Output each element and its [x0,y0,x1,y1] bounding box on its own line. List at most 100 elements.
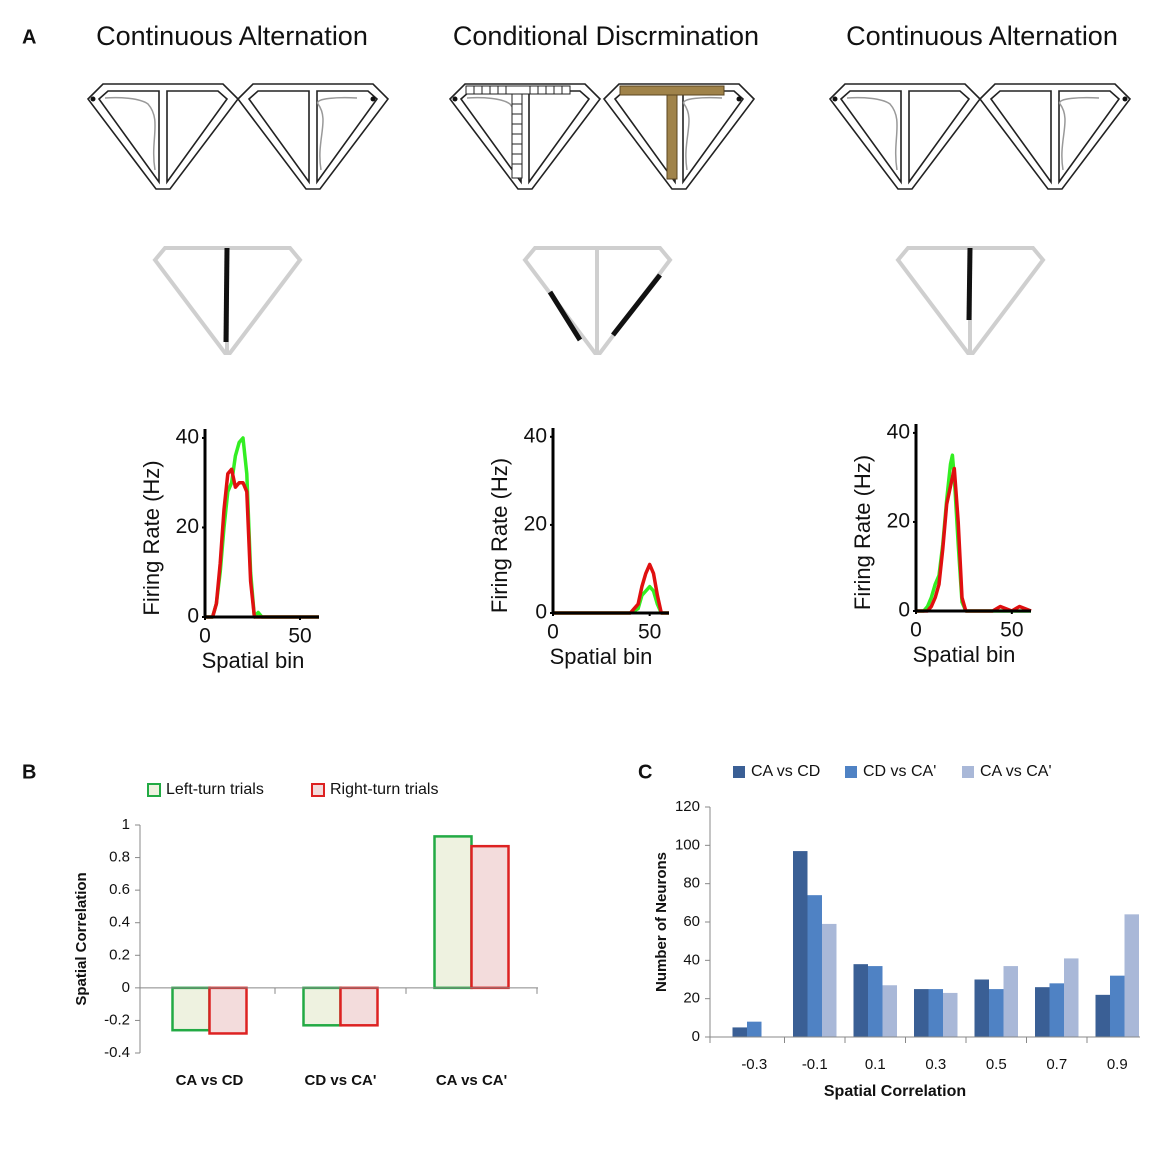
maze [237,83,389,190]
legend-label: Left-turn trials [166,781,264,798]
y-tick-label: 20 [683,990,700,1007]
bar [1124,914,1139,1037]
x-axis-label: Spatial bin [550,644,653,669]
panel-title: Continuous Alternation [846,21,1118,51]
legend-swatch [311,783,325,797]
bar [1095,994,1110,1037]
maze [87,83,239,190]
y-tick-label: 0.2 [109,946,130,963]
bar [747,1021,762,1037]
y-tick-label: 0.8 [109,849,130,866]
maze [979,83,1131,190]
spike-segments [223,247,973,343]
bar [208,986,248,1035]
maze [603,83,755,190]
bar [1110,975,1125,1037]
panel-label: B [22,761,36,783]
y-tick-label: 1 [122,816,130,833]
maze [829,83,981,190]
bar [1049,983,1064,1037]
bar [853,964,868,1037]
x-tick-label: 50 [638,621,661,644]
y-axis-label: Firing Rate (Hz) [139,460,164,615]
bar [433,835,473,990]
checker-cue [465,85,571,179]
panel-title: Continuous Alternation [96,21,368,51]
x-tick-label: CD vs CA' [305,1072,377,1089]
legend-swatch [733,766,745,778]
y-tick-label: 0 [535,601,547,624]
bar [171,986,211,1032]
legend-label: CA vs CD [751,763,820,780]
x-tick-label: 0 [910,619,922,642]
x-tick-label: 0 [199,625,211,648]
y-tick-label: 100 [675,836,700,853]
y-tick-label: 20 [524,512,547,535]
y-tick-label: 80 [683,875,700,892]
y-tick-label: 0 [692,1028,700,1045]
y-tick-label: 40 [524,424,547,447]
bar [339,986,379,1027]
line-series [916,453,1031,613]
bar [1064,958,1079,1037]
brown-cue [619,85,725,180]
bar [1035,987,1050,1037]
legend-swatch [845,766,857,778]
x-tick-label: CA vs CD [176,1072,244,1089]
bar [914,989,929,1037]
x-tick-label: 0.3 [925,1056,946,1073]
y-tick-label: 0 [898,599,910,622]
x-tick-label: 0.7 [1046,1056,1067,1073]
bar [822,923,837,1037]
bar [882,985,897,1037]
x-tick-label: 0 [547,621,559,644]
legend-label: Right-turn trials [330,781,438,798]
panel-title: Conditional Discrmination [453,21,759,51]
line-series [916,466,1032,613]
panel-label: C [638,761,652,783]
y-tick-label: 0 [122,979,130,996]
y-tick-label: 0.4 [109,914,130,931]
bar [470,844,510,990]
y-tick-label: 40 [683,951,700,968]
x-axis-label: Spatial bin [913,642,1016,667]
line-series [205,467,319,619]
legend-label: CA vs CA' [980,763,1052,780]
legend-swatch [147,783,161,797]
y-tick-label: 0.6 [109,881,130,898]
y-axis-label: Number of Neurons [653,852,670,992]
bar [732,1027,747,1037]
bar [989,989,1004,1037]
maze [449,83,601,190]
y-tick-label: 120 [675,798,700,815]
y-tick-label: 40 [887,420,910,443]
line-series [553,584,669,615]
x-tick-label: 0.5 [986,1056,1007,1073]
legend-label: CD vs CA' [863,763,936,780]
reward-dots [90,96,1128,102]
bar [974,979,989,1037]
y-tick-label: 60 [683,913,700,930]
x-tick-label: -0.3 [741,1056,767,1073]
y-tick-label: -0.4 [104,1044,130,1061]
bar [793,851,808,1037]
x-axis-label: Spatial Correlation [824,1083,966,1100]
y-tick-label: 20 [887,509,910,532]
x-tick-label: -0.1 [802,1056,828,1073]
bar [302,986,342,1027]
y-axis-label: Firing Rate (Hz) [850,455,875,610]
y-tick-label: -0.2 [104,1011,130,1028]
x-tick-label: 0.9 [1107,1056,1128,1073]
trajectory [523,246,672,355]
y-tick-label: 20 [176,515,199,538]
panel-label: A [22,26,36,48]
bar [928,989,943,1037]
bar [943,992,958,1037]
bar [1003,966,1018,1037]
x-tick-label: 50 [288,625,311,648]
y-tick-label: 40 [176,425,199,448]
bar [868,966,883,1037]
bar [807,895,822,1037]
x-tick-label: 50 [1000,619,1023,642]
